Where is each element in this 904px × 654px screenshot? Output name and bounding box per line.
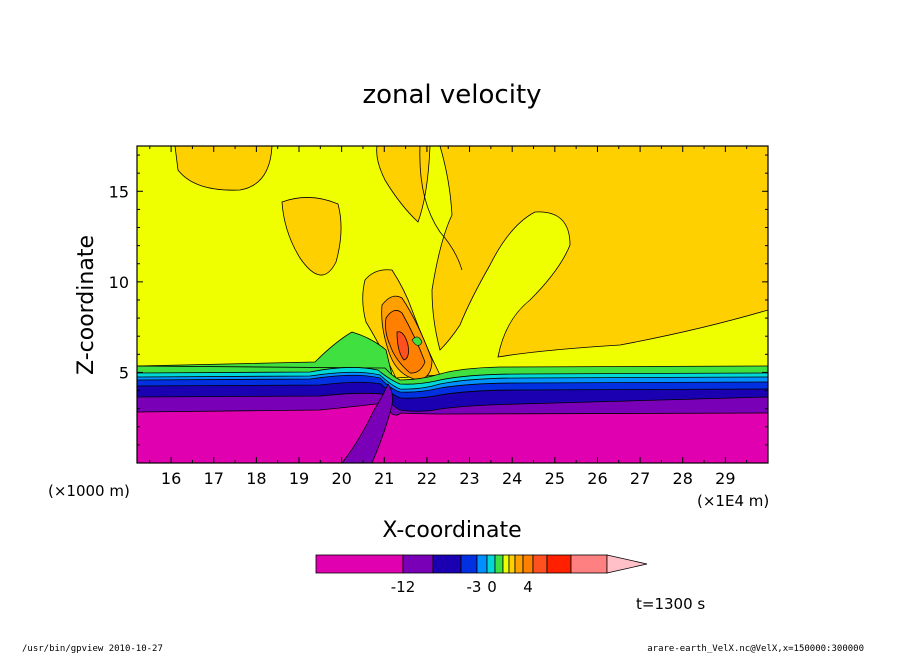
colorbar-label: 0 [487, 578, 497, 596]
x-tick-label: 18 [246, 469, 266, 488]
y-axis-title: Z-coordinate [74, 235, 99, 375]
contour-fill-jet-3 [396, 331, 409, 361]
contour-fill-purple-tongue [341, 383, 393, 463]
y-tick-label: 15 [109, 182, 129, 201]
colorbar-label: -12 [391, 578, 416, 596]
colorbar-label: -3 [467, 578, 482, 596]
colorbar-label: 4 [523, 578, 533, 596]
x-tick-label: 23 [459, 469, 479, 488]
x-tick-label: 17 [204, 469, 224, 488]
x-tick-label: 26 [587, 469, 607, 488]
x-tick-label: 20 [331, 469, 351, 488]
x-tick-label: 16 [161, 469, 181, 488]
y-tick-label: 5 [119, 363, 129, 382]
x-tick-label: 25 [545, 469, 565, 488]
colorbar-segment [514, 554, 524, 574]
footer-left: /usr/bin/gpview 2010-10-27 [22, 644, 163, 654]
colorbar-segment [494, 554, 504, 574]
contour-line-1 [419, 146, 463, 271]
contour-fill-green-hump [137, 331, 393, 376]
contour-fill-orange-upper-left [174, 146, 273, 191]
x-tick-label: 19 [289, 469, 309, 488]
colorbar-arrow [606, 554, 648, 574]
colorbar-segment [522, 554, 534, 574]
x-axis-title: X-coordinate [382, 518, 521, 543]
y-axis: 5 10 15 [109, 154, 768, 446]
chart-title: zonal velocity [362, 80, 541, 110]
x-tick-label: 22 [417, 469, 437, 488]
colorbar-segment [402, 554, 434, 574]
colorbar [315, 554, 648, 574]
x-tick-label: 27 [630, 469, 650, 488]
colorbar-segment [315, 554, 404, 574]
colorbar-segment [546, 554, 572, 574]
x-axis: 16 17 18 19 20 21 22 23 24 25 26 27 28 29 [149, 146, 748, 488]
footer-right: arare-earth_VelX.nc@VelX,x=150000:300000 [647, 644, 864, 654]
colorbar-segment [532, 554, 548, 574]
x-tick-label: 29 [715, 469, 735, 488]
colorbar-segment [486, 554, 496, 574]
x-unit-left: (×1000 m) [48, 482, 130, 500]
colorbar-segment [570, 554, 608, 574]
colorbar-labels: -12 -3 0 4 [391, 578, 533, 596]
plot-area [137, 146, 768, 463]
x-unit-right: (×1E4 m) [697, 492, 769, 510]
colorbar-segment [476, 554, 488, 574]
colorbar-segment [508, 554, 516, 574]
x-tick-label: 24 [502, 469, 522, 488]
contour-fill-orange-upper-center [376, 146, 431, 223]
time-label: t=1300 s [636, 595, 705, 613]
colorbar-segment [502, 554, 510, 574]
colorbar-segment [460, 554, 478, 574]
y-tick-label: 10 [109, 273, 129, 292]
x-tick-label: 21 [374, 469, 394, 488]
colorbar-segment [432, 554, 462, 574]
plot-frame [136, 145, 769, 464]
contour-fill-orange-right [431, 146, 768, 358]
contour-fill-green-patch [411, 336, 423, 346]
contour-fill-orange-mid-left [281, 197, 342, 276]
contour-band-magenta [137, 402, 768, 463]
x-tick-label: 28 [673, 469, 693, 488]
